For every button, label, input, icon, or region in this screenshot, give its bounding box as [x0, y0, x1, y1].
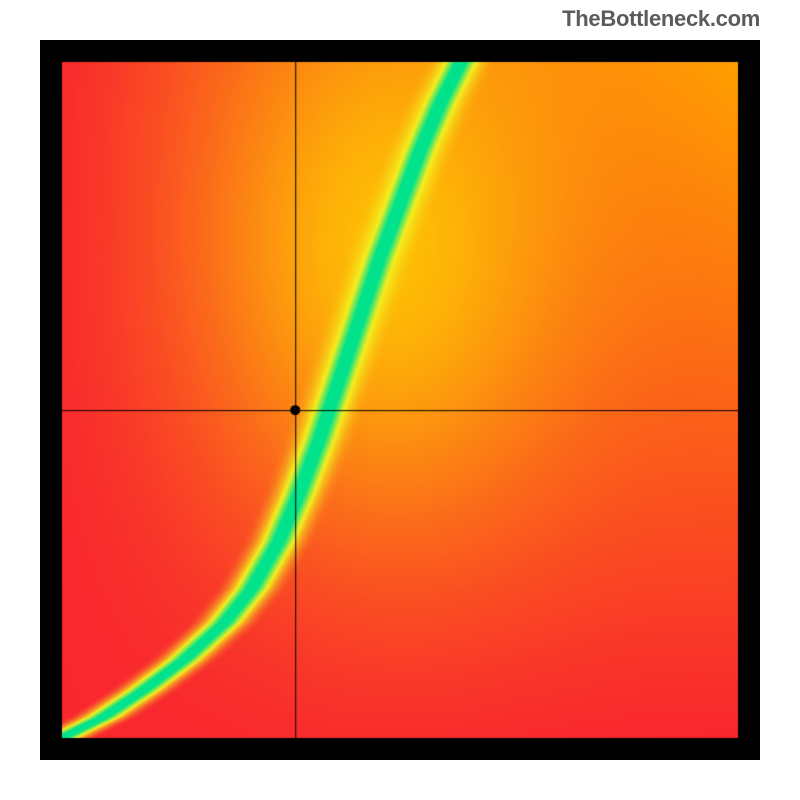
watermark-text: TheBottleneck.com [562, 6, 760, 32]
root: TheBottleneck.com [0, 0, 800, 800]
heatmap-plot [40, 40, 760, 760]
heatmap-canvas [40, 40, 760, 760]
